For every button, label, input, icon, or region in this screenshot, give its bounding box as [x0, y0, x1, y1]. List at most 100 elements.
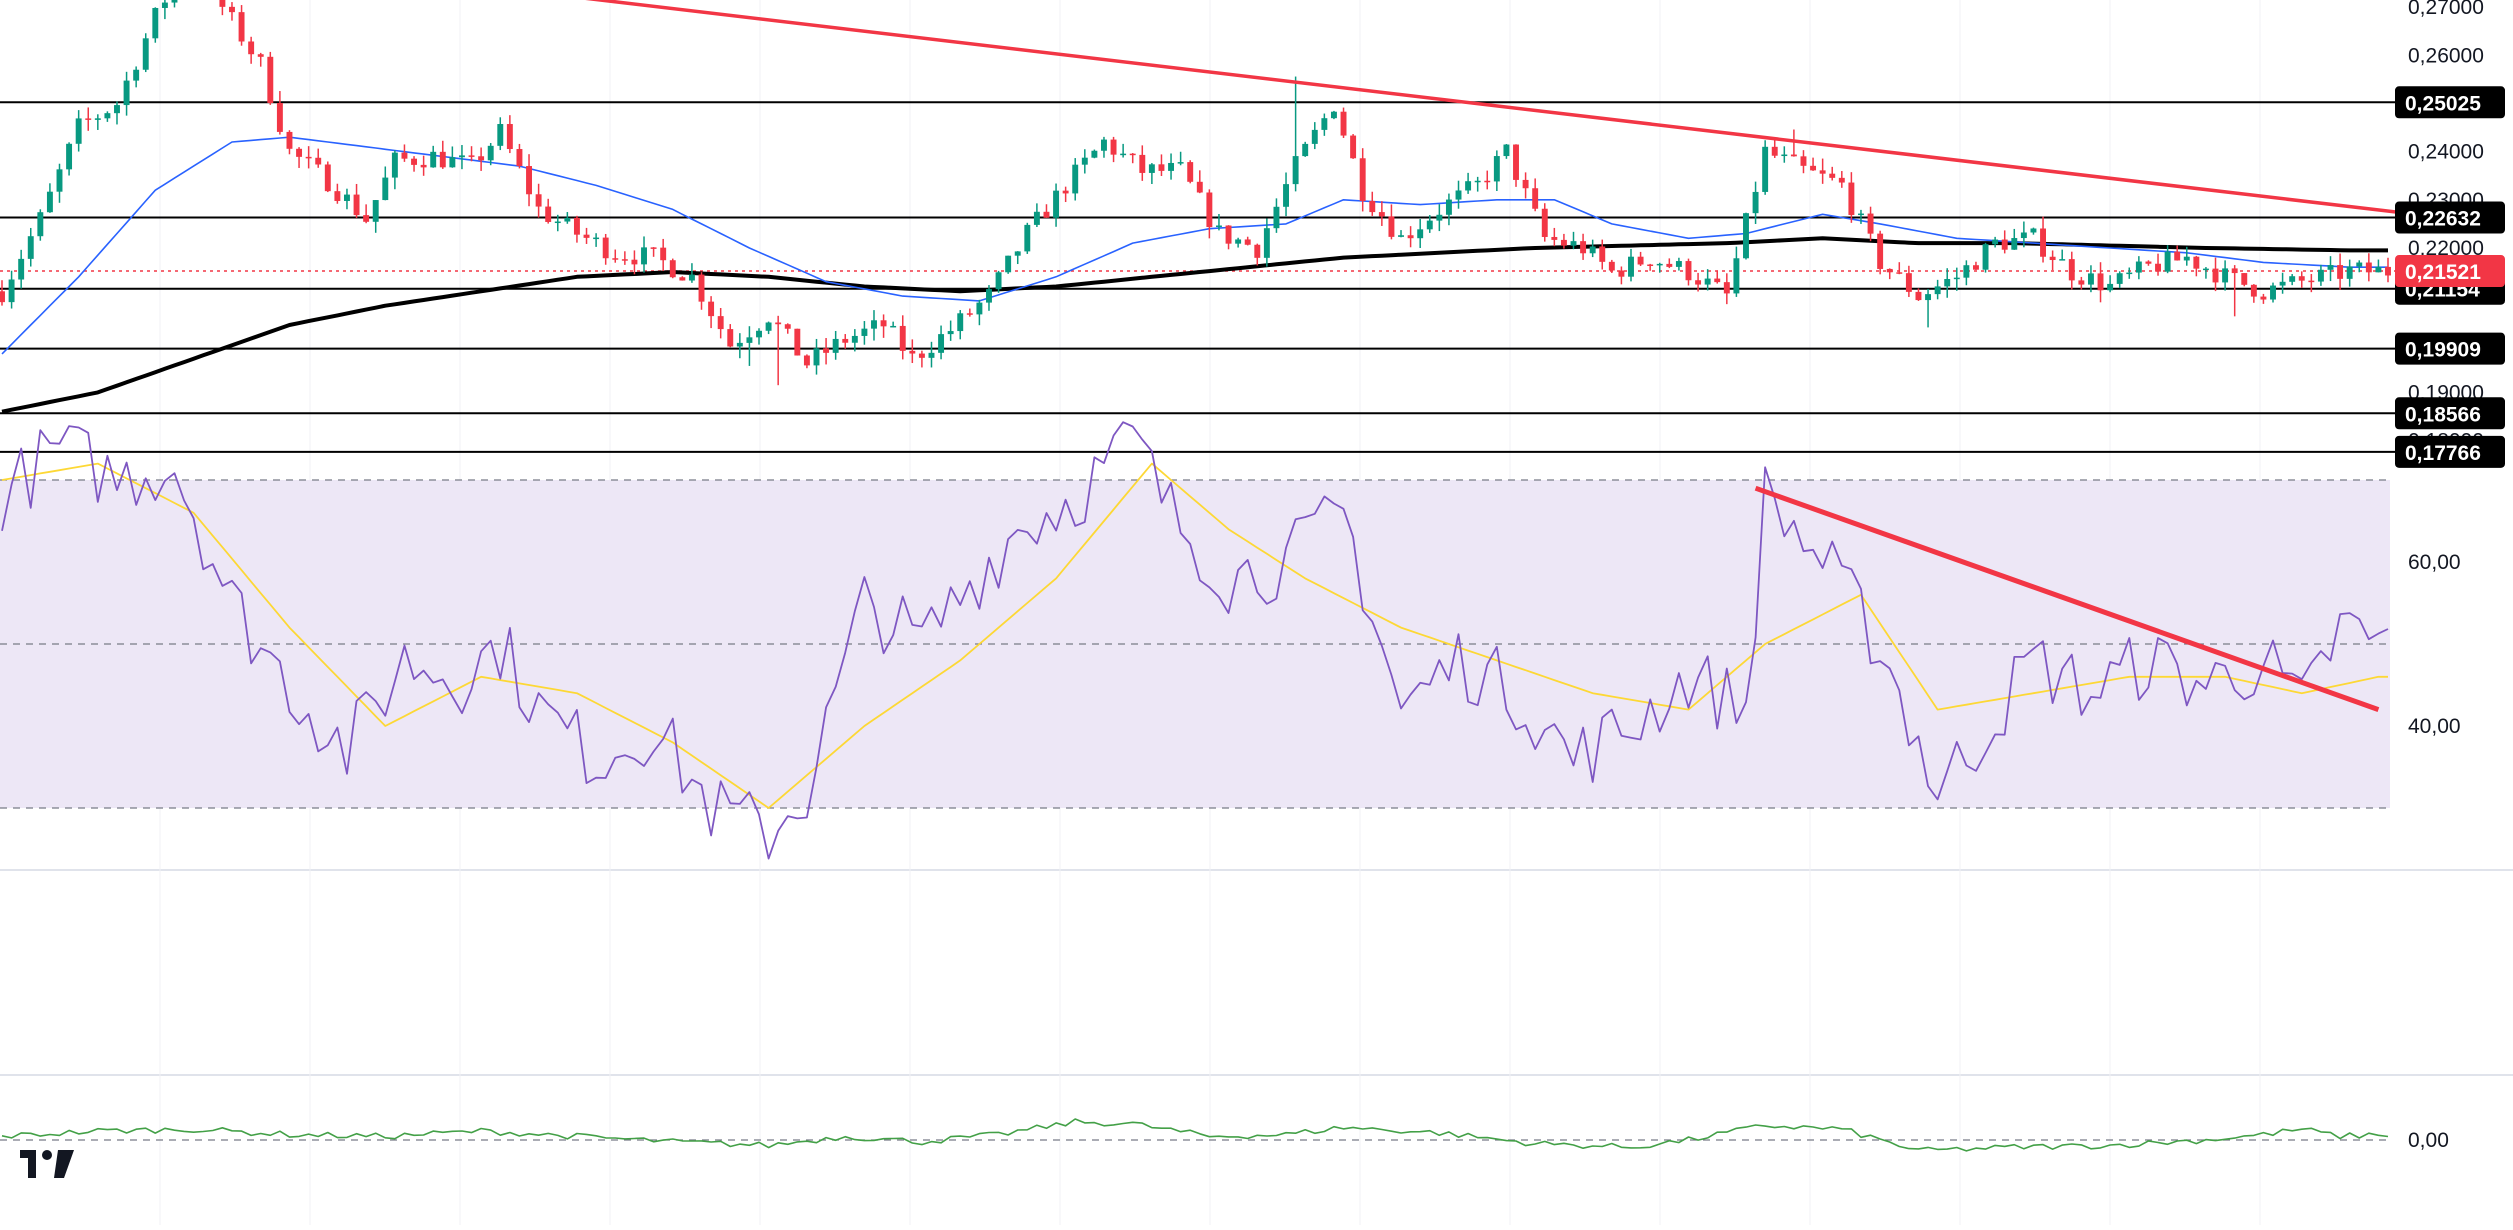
candle-up	[56, 169, 63, 192]
candle-up	[756, 330, 762, 338]
candle-down	[1388, 216, 1395, 237]
candle-down	[1723, 282, 1730, 294]
oscillator-panel	[0, 1118, 2390, 1152]
candle-down	[698, 274, 705, 302]
candle-up	[449, 157, 456, 168]
candle-down	[439, 151, 446, 168]
candle-up	[458, 155, 465, 158]
candle-down	[2155, 263, 2161, 272]
candle-down	[880, 320, 887, 327]
candle-up	[1168, 162, 1175, 171]
oscillator-tick-label: 0,00	[2408, 1129, 2449, 1152]
candle-up	[1992, 239, 1999, 245]
candle-down	[1685, 261, 1692, 281]
price-tick-label: 0,27000	[2408, 0, 2484, 19]
candle-up	[66, 143, 73, 170]
candle-down	[899, 325, 906, 351]
candle-up	[114, 105, 120, 114]
candle-down	[669, 260, 676, 278]
candle-down	[784, 324, 791, 329]
candle-down	[2068, 259, 2075, 281]
candle-up	[161, 2, 168, 8]
candle-down	[1915, 291, 1922, 301]
candle-up	[1589, 246, 1596, 254]
candle-down	[324, 164, 331, 192]
rsi-ma-line	[1, 462, 2388, 809]
candle-down	[1244, 239, 1251, 245]
trendlines[interactable]	[184, 0, 2491, 225]
candle-up	[1053, 190, 1060, 218]
price-tick-label: 0,22000	[2408, 237, 2484, 260]
candle-up	[1311, 129, 1318, 144]
candle-down	[1187, 162, 1194, 182]
candle-up	[861, 328, 868, 336]
candle-down	[1838, 177, 1845, 183]
candle-down	[1972, 265, 1979, 270]
candle-down	[708, 301, 715, 317]
candle-up	[1493, 156, 1500, 182]
level-label: 0,17766	[2395, 435, 2505, 468]
candle-up	[1733, 258, 1740, 294]
candle-down	[2145, 261, 2152, 264]
tradingview-logo-icon[interactable]	[20, 1146, 80, 1180]
candle-down	[1905, 273, 1912, 292]
candle-down	[1599, 246, 1606, 262]
candle-up	[1426, 220, 1433, 230]
current-price-label: 0,21521	[2395, 255, 2505, 288]
candle-down	[526, 166, 532, 195]
candle-down	[727, 329, 734, 347]
candle-up	[1675, 261, 1682, 267]
candle-up	[1436, 214, 1443, 221]
candle-up	[1704, 278, 1711, 285]
candle-up	[104, 113, 111, 119]
candle-down	[1867, 213, 1874, 234]
candle-up	[2164, 251, 2171, 272]
candle-up	[2020, 232, 2027, 239]
candle-up	[746, 337, 753, 343]
candle-down	[631, 259, 638, 265]
candle-down	[1254, 244, 1261, 258]
candle-down	[315, 157, 322, 165]
candle-down	[650, 247, 657, 249]
candle-up	[813, 348, 820, 366]
candle-up	[1177, 162, 1184, 164]
candle-up	[1024, 224, 1031, 252]
candle-up	[765, 322, 772, 331]
candle-up	[1934, 286, 1941, 295]
candle-up	[1953, 277, 1960, 280]
candle-down	[1043, 211, 1050, 218]
candle-down	[1666, 263, 1673, 267]
candle-down	[1896, 272, 1903, 274]
candle-down	[2298, 276, 2305, 281]
candle-down	[363, 215, 370, 222]
candle-up	[1014, 251, 1021, 256]
candle-down	[2231, 268, 2238, 274]
candle-up	[2317, 269, 2324, 282]
level-label: 0,19909	[2395, 332, 2505, 365]
candle-down	[1378, 212, 1385, 217]
candle-up	[2327, 265, 2334, 270]
candle-up	[142, 38, 149, 70]
candle-up	[1235, 239, 1242, 244]
candle-down	[2001, 239, 2008, 250]
candle-up	[871, 320, 877, 329]
candle-down	[1369, 200, 1376, 213]
candle-down	[1206, 192, 1213, 228]
candle-down	[401, 152, 408, 159]
candle-up	[1982, 244, 1989, 270]
candle-up	[1743, 213, 1749, 259]
candle-down	[717, 316, 724, 330]
level-label-text: 0,25025	[2405, 92, 2481, 115]
candle-up	[27, 236, 34, 259]
candle-down	[1580, 241, 1587, 254]
candle-down	[411, 158, 418, 165]
candle-up	[1091, 150, 1098, 158]
candle-up	[564, 217, 571, 222]
candle-down	[1647, 264, 1654, 267]
candle-down	[219, 0, 226, 7]
level-label-bg	[2395, 332, 2505, 365]
candle-down	[1062, 190, 1069, 194]
current-price-label-text: 0,21521	[2405, 261, 2481, 284]
candle-up	[1398, 235, 1404, 237]
